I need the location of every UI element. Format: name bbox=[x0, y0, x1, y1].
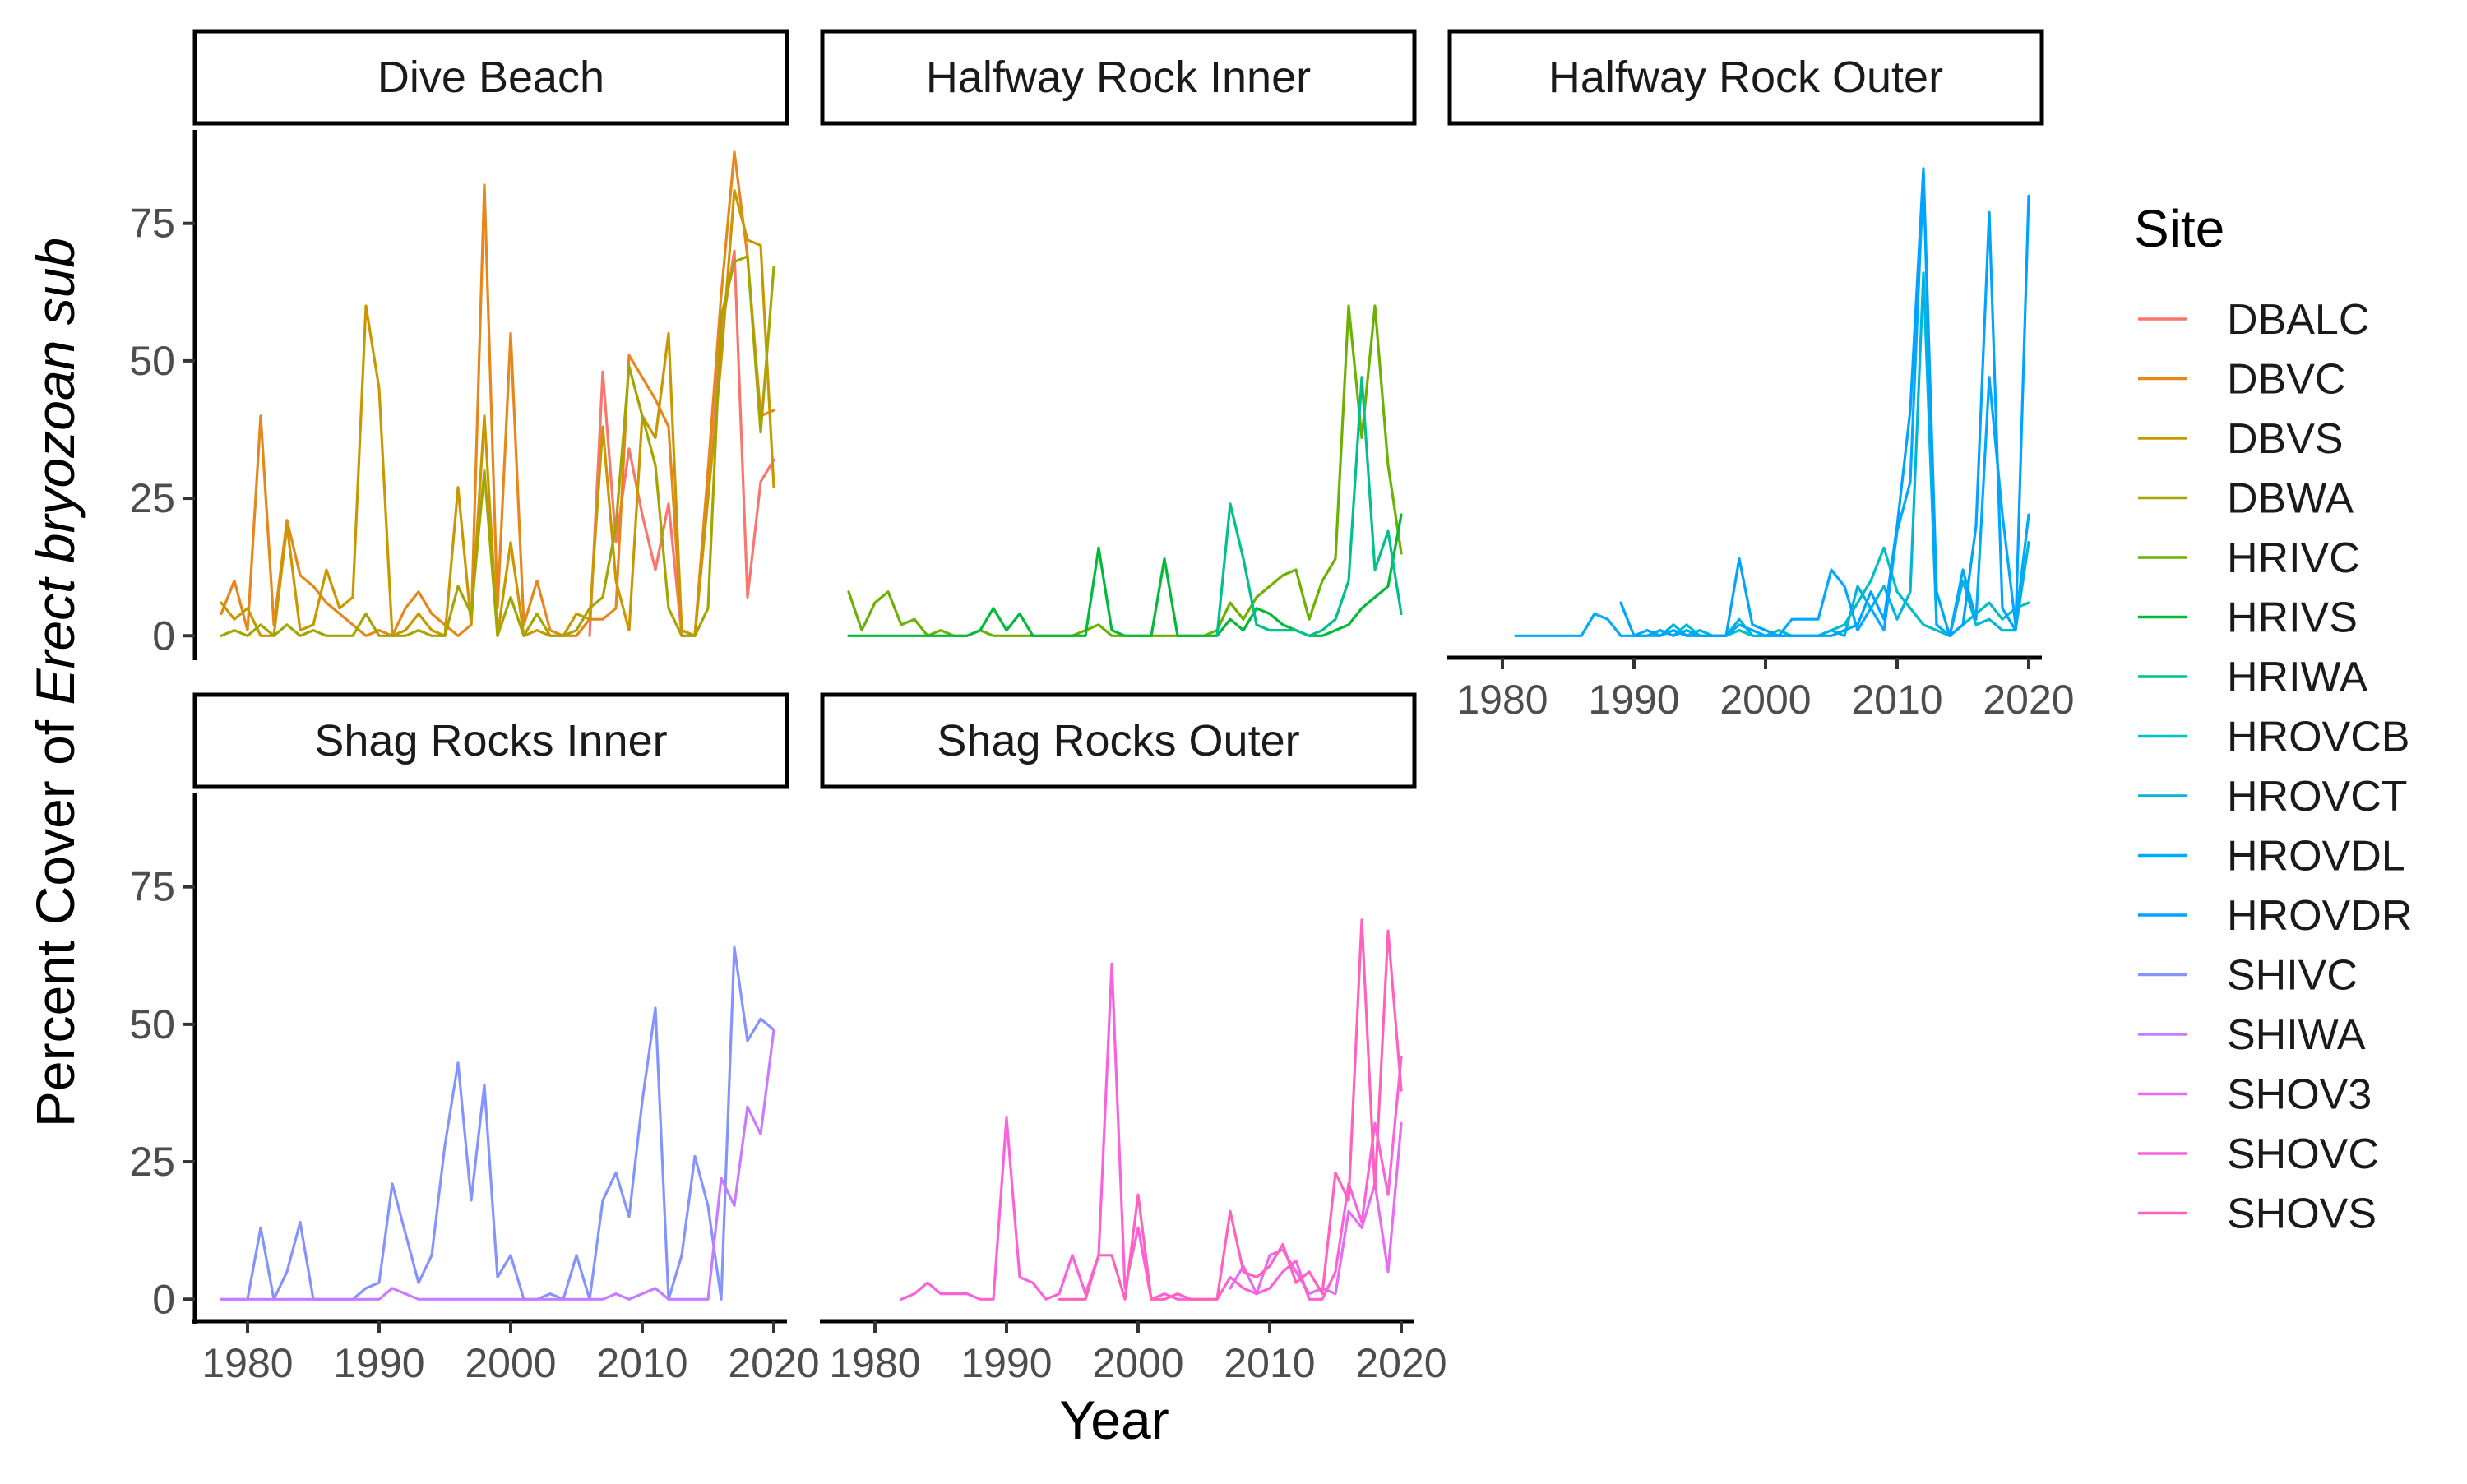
y-axis-title: Percent Cover of Erect bryozoan sub bbox=[25, 238, 86, 1127]
legend-label: SHOV3 bbox=[2227, 1071, 2372, 1119]
x-tick-label: 1980 bbox=[1456, 677, 1548, 723]
series-line-dbwa bbox=[220, 255, 775, 637]
legend-label: DBVS bbox=[2227, 415, 2344, 463]
panel-title: Dive Beach bbox=[377, 53, 604, 102]
legend-item-shiwa: SHIWA bbox=[2138, 1011, 2366, 1059]
legend-item-shov3: SHOV3 bbox=[2138, 1071, 2372, 1119]
y-axis-title-italic: Erect bryozoan sub bbox=[25, 238, 86, 705]
x-tick-label: 2000 bbox=[1719, 677, 1811, 723]
legend-label: HROVCT bbox=[2227, 773, 2408, 821]
panel-3: Halfway Rock Outer 1980 1990 2000 2010 2020 bbox=[1447, 29, 2075, 723]
legend-item-dbvc: DBVC bbox=[2138, 356, 2345, 404]
legend-item-hrovdl: HROVDL bbox=[2138, 833, 2405, 881]
y-axis-title-prefix: Percent Cover of bbox=[25, 705, 86, 1128]
x-axis-title: Year bbox=[1059, 1389, 1169, 1450]
legend-label: SHOVC bbox=[2227, 1130, 2379, 1178]
legend-label: HROVCB bbox=[2227, 714, 2409, 761]
legend-label: SHOVS bbox=[2227, 1190, 2377, 1238]
x-tick-label: 1980 bbox=[201, 1340, 293, 1386]
x-tick-label: 2020 bbox=[1355, 1340, 1446, 1386]
y-tick-label: 50 bbox=[129, 1001, 175, 1047]
panel-4: Shag Rocks Inner 0 25 50 75 1980 1990 2000 2010 2… bbox=[129, 692, 820, 1386]
legend-title: Site bbox=[2134, 199, 2224, 258]
series-line-hrovdr bbox=[1619, 167, 2030, 637]
legend-item-hrovdr: HROVDR bbox=[2138, 892, 2412, 940]
panel-strip bbox=[820, 692, 1417, 789]
y-tick-label: 25 bbox=[129, 1139, 175, 1185]
series-line-shovs bbox=[1058, 918, 1403, 1301]
y-tick-label: 75 bbox=[129, 864, 175, 910]
legend: Site DBALC DBVC DBVS DBWA HRIVC HRIVS HRIWA HRO… bbox=[2134, 199, 2412, 1238]
panel-strip bbox=[820, 29, 1417, 126]
legend-label: DBALC bbox=[2227, 296, 2369, 344]
legend-label: HRIVC bbox=[2227, 534, 2360, 582]
x-tick-label: 2010 bbox=[596, 1340, 687, 1386]
series-line-shiwa bbox=[220, 1028, 775, 1301]
legend-label: DBVC bbox=[2227, 356, 2345, 404]
legend-label: DBWA bbox=[2227, 475, 2354, 523]
legend-item-shivc: SHIVC bbox=[2138, 952, 2358, 1000]
legend-items: DBALC DBVC DBVS DBWA HRIVC HRIVS HRIWA HROVCB HR… bbox=[2138, 296, 2412, 1238]
y-tick-label: 25 bbox=[129, 475, 175, 521]
series-line-hrivc bbox=[847, 304, 1403, 637]
panel-title: Halfway Rock Inner bbox=[926, 53, 1311, 102]
series-line-hrovdl bbox=[1514, 172, 2030, 637]
panel-title: Halfway Rock Outer bbox=[1548, 53, 1943, 102]
legend-item-hrivc: HRIVC bbox=[2138, 534, 2360, 582]
legend-item-dbalc: DBALC bbox=[2138, 296, 2369, 344]
legend-item-dbwa: DBWA bbox=[2138, 475, 2354, 523]
series-line-hriwa bbox=[1215, 376, 1403, 637]
x-tick-label: 2020 bbox=[1983, 677, 2074, 723]
panel-title: Shag Rocks Outer bbox=[937, 716, 1299, 765]
legend-item-hrivs: HRIVS bbox=[2138, 594, 2358, 642]
legend-label: SHIVC bbox=[2227, 952, 2358, 1000]
legend-item-hrovct: HROVCT bbox=[2138, 773, 2408, 821]
legend-item-hriwa: HRIWA bbox=[2138, 654, 2368, 701]
x-tick-label: 2010 bbox=[1851, 677, 1942, 723]
legend-label: HROVDL bbox=[2227, 833, 2405, 881]
panel-strip bbox=[1447, 29, 2044, 126]
legend-label: HRIWA bbox=[2227, 654, 2368, 701]
x-tick-label: 1980 bbox=[829, 1340, 920, 1386]
x-tick-label: 2000 bbox=[465, 1340, 556, 1386]
legend-item-shovs: SHOVS bbox=[2138, 1190, 2377, 1238]
y-tick-label: 75 bbox=[129, 201, 175, 247]
series-line-dbvc bbox=[220, 150, 775, 637]
legend-item-dbvs: DBVS bbox=[2138, 415, 2344, 463]
series-line-hrovct bbox=[1632, 271, 2030, 637]
y-tick-label: 0 bbox=[152, 1276, 175, 1322]
legend-label: HROVDR bbox=[2227, 892, 2412, 940]
panel-title: Shag Rocks Inner bbox=[314, 716, 667, 765]
legend-item-hrovcb: HROVCB bbox=[2138, 714, 2409, 761]
panel-strip bbox=[192, 692, 789, 789]
legend-label: HRIVS bbox=[2227, 594, 2358, 642]
y-tick-label: 50 bbox=[129, 338, 175, 384]
x-tick-label: 2010 bbox=[1224, 1340, 1315, 1386]
panel-strip bbox=[192, 29, 789, 126]
legend-label: SHIWA bbox=[2227, 1011, 2366, 1059]
x-tick-label: 2020 bbox=[728, 1340, 819, 1386]
series-line-shov3 bbox=[1229, 1121, 1403, 1296]
x-tick-label: 1990 bbox=[1588, 677, 1679, 723]
panel-1: Dive Beach 0 25 50 75 bbox=[129, 29, 789, 660]
series-line-hrivs bbox=[847, 513, 1403, 637]
panels-layer: Dive Beach 0 25 50 75 Halfway Rock Inner Halfw… bbox=[129, 29, 2075, 1386]
panel-5: Shag Rocks Outer 1980 1990 2000 2010 2020 bbox=[820, 692, 1447, 1386]
legend-item-shovc: SHOVC bbox=[2138, 1130, 2379, 1178]
series-line-shivc bbox=[220, 945, 775, 1301]
x-tick-label: 1990 bbox=[333, 1340, 424, 1386]
panel-2: Halfway Rock Inner bbox=[820, 29, 1417, 637]
y-tick-label: 0 bbox=[152, 613, 175, 659]
x-tick-label: 1990 bbox=[960, 1340, 1052, 1386]
x-tick-label: 2000 bbox=[1092, 1340, 1183, 1386]
